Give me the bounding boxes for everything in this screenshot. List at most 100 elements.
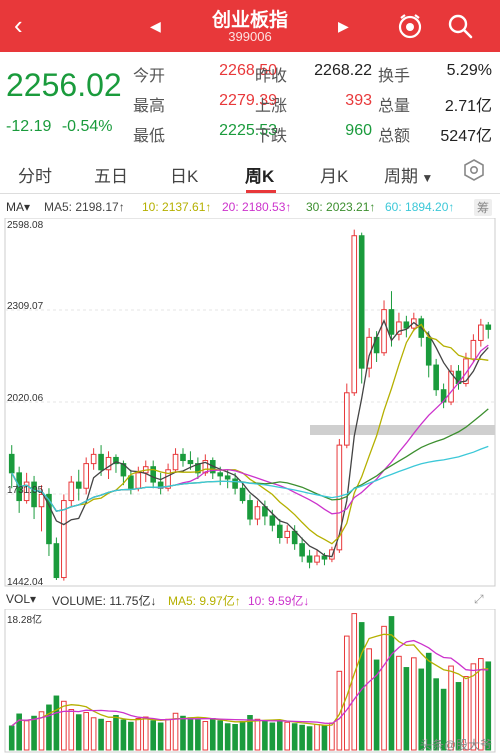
candle-body — [105, 456, 112, 471]
ma-selector[interactable]: MA▾ — [6, 200, 31, 214]
candle-body — [403, 321, 410, 329]
back-icon[interactable]: ‹ — [14, 10, 23, 40]
volume-bar — [262, 720, 268, 751]
candle-body — [165, 469, 171, 489]
volume-bar — [433, 678, 439, 751]
alert-clock-icon[interactable] — [395, 11, 425, 46]
volume-bar — [463, 676, 469, 751]
candle-body — [276, 524, 283, 539]
candle-body — [232, 478, 238, 489]
volume-label: 总量 — [378, 98, 411, 115]
volume-chart[interactable] — [0, 609, 500, 754]
volume-bar — [150, 720, 157, 751]
candle-body — [396, 321, 402, 335]
volume-bar — [8, 725, 15, 751]
ma-legend: MA▾ MA5: 2198.17↑ 10: 2137.61↑ 20: 2180.… — [0, 199, 500, 216]
high-value: 2279.39 — [219, 92, 277, 109]
candle-body — [425, 336, 432, 366]
volume-bar — [470, 663, 477, 751]
candle-body — [254, 506, 261, 520]
ma5-line — [11, 318, 489, 558]
volume-bar — [284, 721, 291, 751]
volume-bar — [98, 718, 104, 751]
ma20-legend: 20: 2180.53↑ — [222, 200, 292, 214]
candle-body — [239, 487, 246, 502]
candle-body — [75, 481, 82, 489]
volume-bar — [358, 622, 365, 751]
settings-icon[interactable] — [462, 158, 486, 187]
chips-button[interactable]: 筹 — [474, 199, 493, 216]
candle-body — [61, 500, 67, 579]
candle-body — [217, 472, 224, 477]
volume-bar — [478, 658, 484, 751]
header-bar: ‹ ◀ 创业板指 399006 ▶ — [0, 0, 500, 52]
change-value: -12.19 — [6, 118, 52, 135]
amount-label: 总额 — [378, 128, 411, 145]
volume-bar — [128, 721, 134, 751]
watermark-text: 头条@股大爷 — [419, 738, 492, 752]
volume-bar — [180, 715, 186, 751]
amount-value: 5247亿 — [440, 128, 492, 145]
up-label: 上涨 — [255, 98, 288, 115]
volume-bar — [224, 723, 231, 751]
tab-weekly-k[interactable]: 周K — [245, 167, 275, 186]
tab-period-dropdown[interactable]: 周期 ▼ — [384, 162, 433, 187]
last-price: 2256.02 — [6, 67, 122, 103]
y-tick-min: 1442.04 — [7, 577, 44, 588]
prev-stock-icon[interactable]: ◀ — [150, 18, 161, 34]
tab-five-day[interactable]: 五日 — [94, 167, 128, 186]
turnover-label: 换手 — [378, 68, 411, 85]
change-percent: -0.54% — [61, 118, 113, 135]
chip-band — [310, 425, 495, 435]
volume-bar — [187, 717, 194, 751]
candle-body — [113, 456, 119, 465]
volume-bar — [366, 648, 372, 751]
volume-bar — [247, 715, 253, 751]
candle-body — [98, 453, 104, 471]
volume-bar — [239, 721, 246, 751]
volume-bar — [135, 718, 142, 751]
volume-bar — [336, 670, 343, 751]
candle-body — [53, 543, 60, 579]
turnover-value: 5.29% — [446, 62, 492, 79]
open-label: 今开 — [133, 68, 166, 85]
tab-monthly-k[interactable]: 月K — [320, 167, 349, 186]
volume-bar — [373, 659, 380, 751]
volume-bar — [418, 668, 425, 751]
volume-bar — [105, 721, 112, 751]
candle-body — [381, 309, 387, 354]
next-stock-icon[interactable]: ▶ — [338, 18, 349, 34]
expand-icon[interactable]: ⤢ — [474, 592, 484, 606]
candle-body — [299, 543, 305, 557]
ma10-line — [11, 323, 489, 545]
tab-intraday[interactable]: 分时 — [18, 167, 52, 186]
volume-bar — [157, 722, 164, 751]
candle-body — [83, 463, 89, 489]
vol-selector[interactable]: VOL▾ — [6, 592, 37, 606]
search-icon[interactable] — [445, 11, 475, 46]
volume-max-label: 18.28亿 — [7, 615, 43, 626]
candle-body — [31, 481, 37, 508]
high-label: 最高 — [133, 98, 166, 115]
volume-bar — [425, 652, 432, 751]
volume-bar — [38, 711, 45, 751]
low-value: 2225.53 — [219, 122, 277, 139]
volume-bar — [61, 700, 67, 751]
y-tick-2: 2309.07 — [7, 301, 44, 312]
ma20-line — [11, 344, 489, 515]
price-change: -12.19 -0.54% — [6, 118, 113, 136]
ma60-line — [11, 445, 489, 512]
vol-ma10-legend: 10: 9.59亿↓ — [248, 594, 310, 608]
candle-body — [470, 339, 477, 360]
candle-body — [343, 392, 350, 446]
candle-body — [180, 453, 186, 462]
candlestick-chart[interactable] — [0, 218, 500, 590]
volume-bar — [269, 722, 276, 751]
ma5-legend: MA5: 2198.17↑ — [44, 200, 125, 214]
candle-body — [478, 324, 484, 341]
volume-bar — [68, 709, 75, 751]
low-label: 最低 — [133, 128, 166, 145]
y-tick-max: 2598.08 — [7, 220, 44, 231]
volume-bar — [291, 723, 298, 751]
tab-daily-k[interactable]: 日K — [170, 167, 199, 186]
